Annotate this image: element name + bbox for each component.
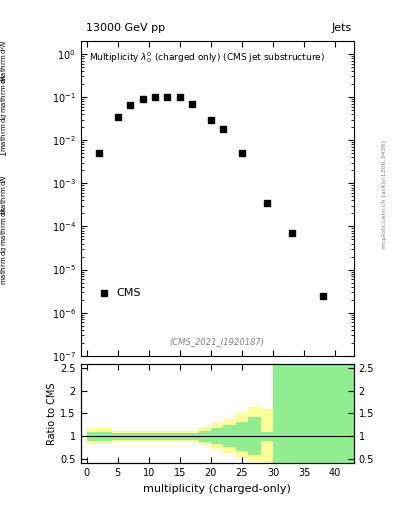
Bar [223, 419, 236, 454]
Bar [248, 417, 261, 455]
Bar [211, 428, 223, 444]
Text: $\mathrm{mathrm\,d}N$: $\mathrm{mathrm\,d}N$ [0, 174, 8, 215]
Bar [87, 432, 112, 441]
Text: Multiplicity $\lambda_0^0$ (charged only) (CMS jet substructure): Multiplicity $\lambda_0^0$ (charged only… [89, 50, 325, 66]
Bar [273, 364, 354, 463]
Bar [112, 431, 136, 441]
Text: $\mathrm{mathrm\,d}q\,\mathrm{mathrm\,d}\lambda$: $\mathrm{mathrm\,d}q\,\mathrm{mathrm\,d}… [0, 74, 9, 152]
Bar [198, 431, 211, 441]
Text: $\mathrm{mathrm\,d}q\,\mathrm{mathrm\,d}\lambda$: $\mathrm{mathrm\,d}q\,\mathrm{mathrm\,d}… [0, 207, 9, 285]
Bar [136, 431, 149, 441]
Bar [136, 433, 149, 440]
Bar [248, 407, 261, 462]
Bar [261, 432, 273, 441]
Bar [87, 428, 112, 444]
Bar [236, 421, 248, 451]
Text: 13000 GeV pp: 13000 GeV pp [86, 23, 165, 33]
Bar [174, 431, 198, 441]
Bar [261, 409, 273, 463]
Bar [174, 433, 198, 440]
Bar [149, 433, 174, 440]
Y-axis label: Ratio to CMS: Ratio to CMS [48, 382, 57, 445]
Text: $1$: $1$ [0, 151, 9, 157]
Text: Jets: Jets [331, 23, 352, 33]
Bar [198, 427, 211, 445]
Bar [112, 433, 136, 440]
Bar [236, 414, 248, 458]
Bar [211, 423, 223, 449]
Text: $\mathrm{mathrm\,d}^2N$: $\mathrm{mathrm\,d}^2N$ [0, 39, 9, 83]
Bar [223, 425, 236, 447]
Text: CMS: CMS [116, 288, 141, 298]
Text: (CMS_2021_I1920187): (CMS_2021_I1920187) [169, 337, 265, 347]
Text: mcplots.cern.ch [arXiv:1306.3436]: mcplots.cern.ch [arXiv:1306.3436] [382, 140, 387, 249]
Bar [149, 431, 174, 441]
X-axis label: multiplicity (charged-only): multiplicity (charged-only) [143, 484, 291, 494]
Bar [273, 364, 354, 463]
